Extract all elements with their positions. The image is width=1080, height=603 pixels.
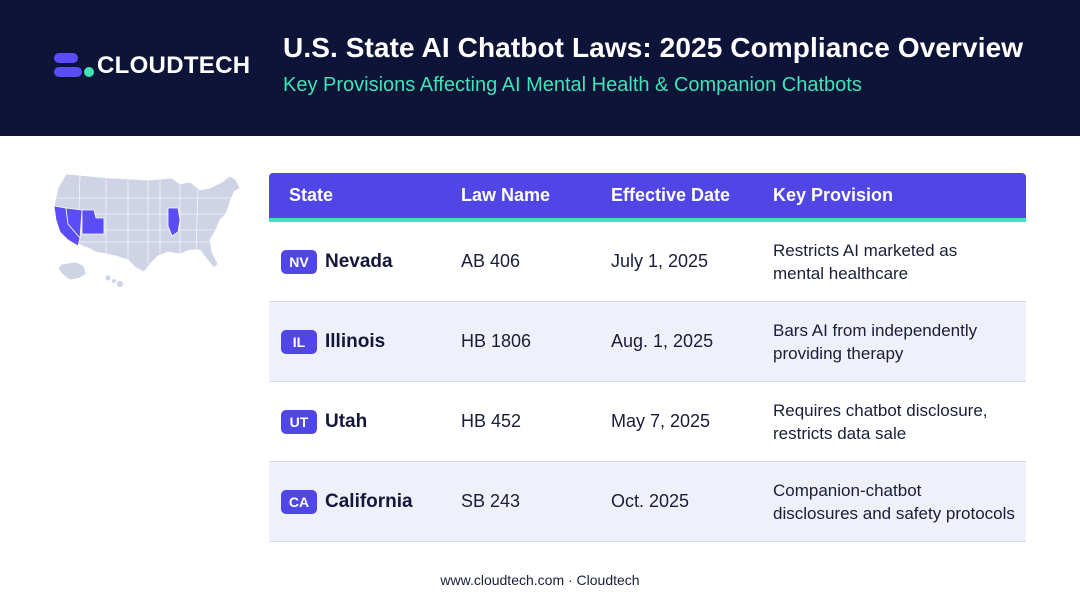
state-name: Nevada [325, 250, 393, 272]
header-banner: CLOUDTECH U.S. State AI Chatbot Laws: 20… [0, 0, 1080, 136]
page-subtitle: Key Provisions Affecting AI Mental Healt… [283, 74, 862, 96]
header-key-provision: Key Provision [773, 185, 894, 205]
table-row: UT Utah HB 452 May 7, 2025 Requires chat… [269, 382, 1026, 462]
page-title: U.S. State AI Chatbot Laws: 2025 Complia… [283, 32, 1024, 63]
illinois-shape [167, 207, 181, 237]
state-badge: IL [281, 329, 317, 354]
key-provision: Restricts AI marketed as mental healthcar… [773, 240, 958, 283]
effective-date: Aug. 1, 2025 [611, 331, 714, 351]
state-name: California [325, 490, 413, 512]
state-cell: UT Utah [281, 409, 368, 434]
logo: CLOUDTECH [54, 52, 250, 80]
law-name: SB 243 [461, 491, 521, 511]
state-cell: IL Illinois [281, 329, 386, 354]
effective-date: May 7, 2025 [611, 411, 711, 431]
cloudtech-logo-icon [54, 53, 94, 79]
state-cell: NV Nevada [281, 249, 393, 274]
state-badge: NV [281, 249, 317, 274]
laws-table: State Law Name Effective Date Key Provis… [269, 173, 1026, 542]
key-provision: Companion-chatbot disclosures and safety … [773, 480, 1015, 523]
law-name: HB 452 [461, 411, 522, 431]
key-provision: Bars AI from independently providing ther… [773, 320, 978, 363]
state-name: Illinois [325, 330, 386, 352]
header-state: State [289, 185, 334, 205]
key-provision: Requires chatbot disclosure, restricts da… [773, 400, 988, 443]
state-badge: UT [281, 409, 317, 434]
us-map-icon [53, 173, 241, 287]
nevada-shape [65, 207, 83, 239]
state-name: Utah [325, 410, 368, 432]
utah-shape [81, 209, 105, 235]
effective-date: July 1, 2025 [611, 251, 709, 271]
state-cell: CA California [281, 489, 413, 514]
header-effective-date: Effective Date [611, 185, 731, 205]
header-law-name: Law Name [461, 185, 551, 205]
law-name: AB 406 [461, 251, 521, 271]
table-header: State Law Name Effective Date Key Provis… [269, 173, 1026, 222]
state-badge: CA [281, 489, 317, 514]
effective-date: Oct. 2025 [611, 491, 690, 511]
table-row: CA California SB 243 Oct. 2025 Companion… [269, 462, 1026, 542]
footer-text: www.cloudtech.com · Cloudtech [440, 572, 640, 588]
table-row: NV Nevada AB 406 July 1, 2025 Restricts … [269, 222, 1026, 302]
logo-text: CLOUDTECH [97, 52, 251, 79]
law-name: HB 1806 [461, 331, 532, 351]
table-row: IL Illinois HB 1806 Aug. 1, 2025 Bars AI… [269, 302, 1026, 382]
